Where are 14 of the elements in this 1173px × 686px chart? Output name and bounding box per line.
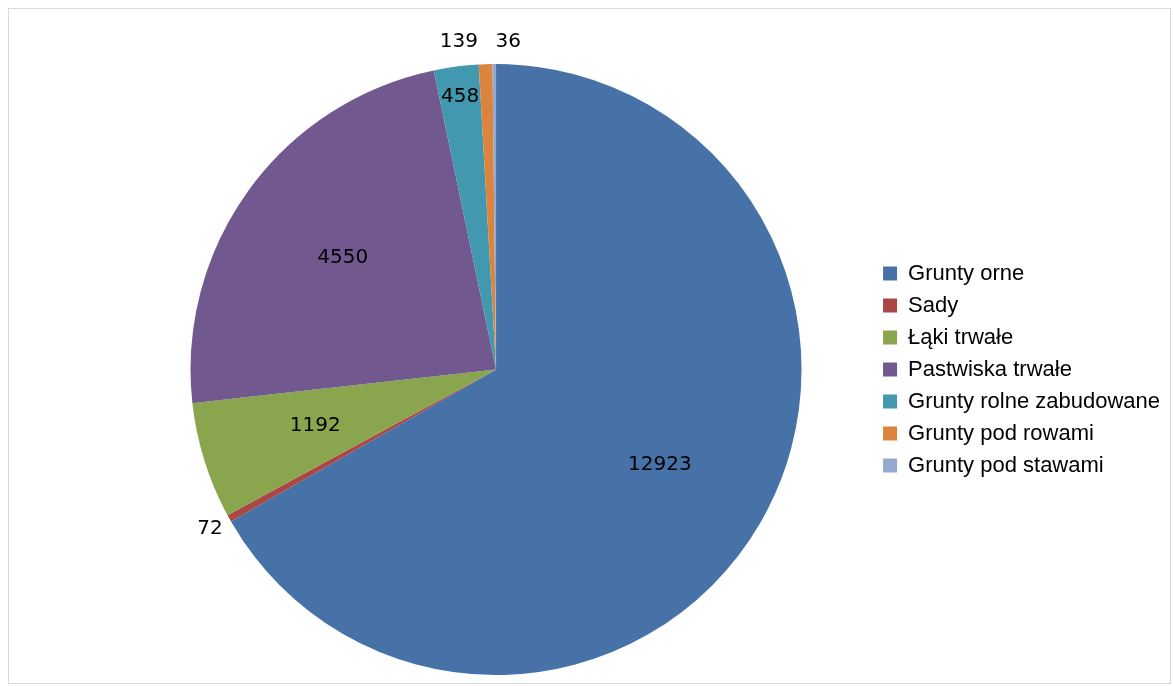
data-label: 139: [439, 28, 478, 53]
legend-label: Grunty pod rowami: [908, 419, 1094, 445]
legend-label: Grunty orne: [908, 259, 1025, 285]
data-label: 4550: [317, 244, 369, 269]
data-label: 458: [441, 83, 480, 108]
legend-label: Grunty pod stawami: [908, 451, 1104, 477]
legend-label: Grunty rolne zabudowane: [908, 387, 1160, 413]
data-label: 12923: [628, 450, 692, 475]
data-label: 36: [495, 28, 521, 53]
data-label: 1192: [289, 412, 341, 437]
legend-label: Łąki trwałe: [908, 323, 1014, 349]
legend-label: Pastwiska trwałe: [908, 355, 1072, 381]
legend-label: Sady: [908, 291, 959, 317]
data-label: 72: [197, 515, 223, 540]
